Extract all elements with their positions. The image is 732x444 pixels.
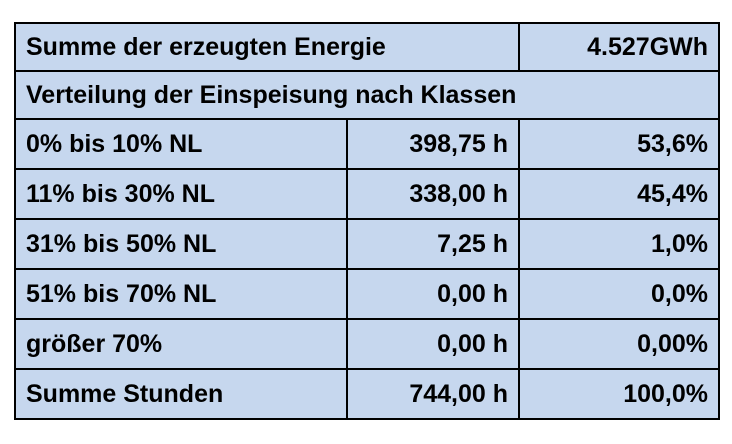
- share: 0,00%: [518, 318, 721, 370]
- share: 100,0%: [518, 368, 721, 420]
- hours: 0,00 h: [345, 268, 521, 320]
- class-label: 51% bis 70% NL: [14, 268, 348, 320]
- header-label: Summe der erzeugten Energie: [13, 22, 521, 72]
- table-row: 11% bis 30% NL 338,00 h 45,4%: [14, 168, 721, 220]
- table-row: größer 70% 0,00 h 0,00%: [14, 318, 721, 370]
- class-label: 31% bis 50% NL: [14, 218, 348, 270]
- share: 53,6%: [518, 118, 721, 170]
- table-row: 51% bis 70% NL 0,00 h 0,0%: [14, 268, 721, 320]
- class-label: 11% bis 30% NL: [14, 168, 348, 220]
- table-row: 31% bis 50% NL 7,25 h 1,0%: [14, 218, 721, 270]
- share: 0,0%: [518, 268, 721, 320]
- energy-table: Summe der erzeugten Energie 4.527GWh Ver…: [13, 22, 721, 420]
- table-row: Summe Stunden 744,00 h 100,0%: [14, 368, 721, 420]
- class-label: 0% bis 10% NL: [14, 118, 348, 170]
- hours: 7,25 h: [345, 218, 521, 270]
- share: 1,0%: [518, 218, 721, 270]
- table-body: Summe der erzeugten Energie 4.527GWh Ver…: [13, 22, 721, 420]
- class-label: Summe Stunden: [14, 368, 348, 420]
- header-row: Summe der erzeugten Energie 4.527GWh: [13, 22, 721, 72]
- section-title: Verteilung der Einspeisung nach Klassen: [13, 70, 721, 120]
- hours: 338,00 h: [345, 168, 521, 220]
- class-label: größer 70%: [14, 318, 348, 370]
- table-row: 0% bis 10% NL 398,75 h 53,6%: [14, 118, 721, 170]
- hours: 744,00 h: [345, 368, 521, 420]
- hours: 398,75 h: [345, 118, 521, 170]
- header-value: 4.527GWh: [518, 22, 721, 72]
- section-row: Verteilung der Einspeisung nach Klassen: [13, 70, 721, 120]
- hours: 0,00 h: [345, 318, 521, 370]
- share: 45,4%: [518, 168, 721, 220]
